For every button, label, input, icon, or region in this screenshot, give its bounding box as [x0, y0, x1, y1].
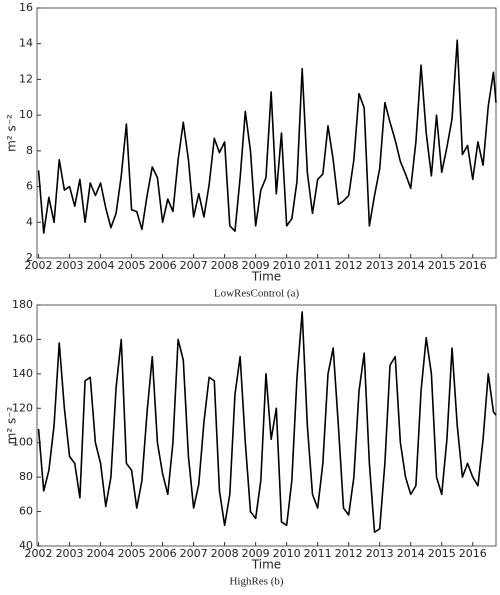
y-tick-label: 180: [12, 298, 33, 311]
data-line: [37, 39, 497, 234]
y-axis-label: m² s⁻²: [5, 114, 19, 152]
x-tick-label: 2014: [397, 259, 425, 272]
y-tick-label: 80: [19, 470, 33, 483]
caption: LowResControl (a): [214, 288, 300, 300]
x-tick-label: 2014: [397, 547, 425, 560]
y-axis-label: m² s⁻²: [5, 406, 19, 444]
x-tick-label: 2009: [242, 259, 270, 272]
y-tick-label: 12: [19, 72, 33, 85]
x-axis-label: Time: [251, 558, 281, 572]
x-tick-label: 2003: [56, 259, 84, 272]
y-tick-label: 120: [12, 401, 33, 414]
y-tick-label: 2: [26, 251, 33, 264]
x-tick-label: 2013: [366, 547, 394, 560]
y-tick-label: 8: [26, 144, 33, 157]
x-tick-label: 2016: [459, 259, 487, 272]
x-tick-label: 2005: [118, 259, 146, 272]
x-tick-label: 2011: [304, 259, 332, 272]
plot-frame: [36, 304, 497, 547]
x-tick-label: 2012: [335, 259, 363, 272]
x-tick-label: 2008: [211, 547, 239, 560]
x-tick-label: 2007: [180, 547, 208, 560]
y-tick-label: 14: [19, 37, 33, 50]
y-tick-label: 160: [12, 332, 33, 345]
x-tick-label: 2004: [87, 547, 115, 560]
x-tick-label: 2004: [87, 259, 115, 272]
y-tick-label: 100: [12, 436, 33, 449]
x-tick-label: 2005: [118, 547, 146, 560]
x-tick-label: 2008: [211, 259, 239, 272]
y-tick-label: 60: [19, 505, 33, 518]
x-tick-label: 2007: [180, 259, 208, 272]
x-tick-label: 2015: [428, 259, 456, 272]
caption: HighRes (b): [229, 576, 283, 588]
y-tick-label: 10: [19, 108, 33, 121]
y-tick-label: 6: [26, 180, 33, 193]
plot-frame: [36, 7, 497, 259]
x-tick-label: 2010: [273, 259, 301, 272]
x-tick-label: 2009: [242, 547, 270, 560]
y-tick-label: 4: [26, 215, 33, 228]
data-line: [37, 311, 497, 534]
x-tick-label: 2002: [25, 547, 53, 560]
x-tick-label: 2011: [304, 547, 332, 560]
x-tick-label: 2016: [459, 547, 487, 560]
x-tick-label: 2002: [25, 259, 53, 272]
x-tick-label: 2013: [366, 259, 394, 272]
x-tick-label: 2015: [428, 547, 456, 560]
y-tick-label: 40: [19, 539, 33, 552]
y-tick-label: 16: [19, 1, 33, 14]
x-tick-label: 2010: [273, 547, 301, 560]
x-tick-label: 2012: [335, 547, 363, 560]
x-axis-label: Time: [251, 270, 281, 284]
x-tick-label: 2006: [149, 547, 177, 560]
x-tick-label: 2006: [149, 259, 177, 272]
x-tick-label: 2003: [56, 547, 84, 560]
y-tick-label: 140: [12, 367, 33, 380]
